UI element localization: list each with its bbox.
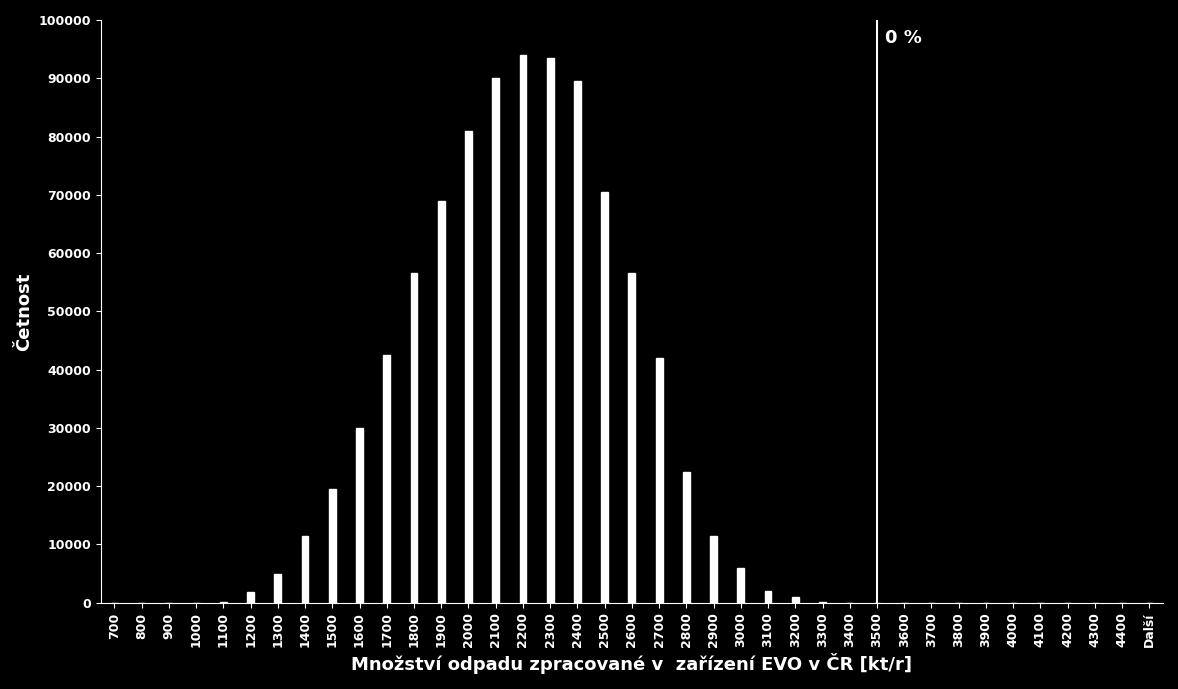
- Bar: [247, 593, 254, 603]
- Bar: [547, 58, 554, 603]
- Bar: [765, 591, 772, 603]
- Bar: [629, 274, 635, 603]
- Bar: [465, 131, 472, 603]
- Bar: [710, 536, 717, 603]
- Bar: [574, 81, 581, 603]
- Bar: [492, 79, 499, 603]
- Y-axis label: Četnost: Četnost: [15, 272, 33, 351]
- Bar: [792, 597, 799, 603]
- Bar: [819, 601, 826, 603]
- Bar: [438, 200, 444, 603]
- Bar: [274, 573, 282, 603]
- Bar: [601, 192, 608, 603]
- Bar: [302, 536, 309, 603]
- Bar: [411, 274, 417, 603]
- Bar: [356, 428, 363, 603]
- X-axis label: Množství odpadu zpracované v  zařízení EVO v ČR [kt/r]: Množství odpadu zpracované v zařízení EV…: [351, 653, 913, 674]
- Bar: [383, 355, 390, 603]
- Text: 0 %: 0 %: [885, 29, 922, 47]
- Bar: [683, 471, 690, 603]
- Bar: [656, 358, 662, 603]
- Bar: [737, 568, 744, 603]
- Bar: [220, 601, 226, 603]
- Bar: [329, 489, 336, 603]
- Bar: [519, 55, 527, 603]
